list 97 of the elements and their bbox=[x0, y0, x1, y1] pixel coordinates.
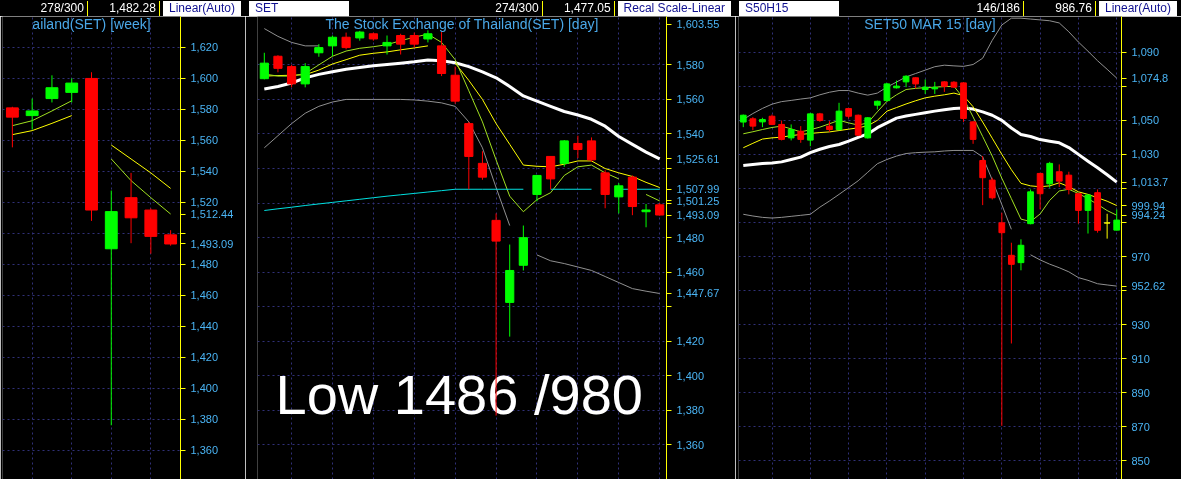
candlestick bbox=[864, 116, 872, 140]
text: 1,477.05 bbox=[542, 1, 615, 16]
y-tick-label: 1,460 bbox=[676, 266, 705, 279]
y-tick-label: 1,400 bbox=[190, 382, 219, 395]
chart-title: SET50 MAR 15 [day] bbox=[864, 15, 996, 32]
candlestick bbox=[1084, 193, 1092, 235]
candlestick bbox=[124, 172, 138, 244]
y-tick-label: 994.24 bbox=[1131, 209, 1166, 222]
candlestick bbox=[1113, 208, 1121, 231]
y-tick-label: 1,480 bbox=[676, 231, 705, 244]
y-tick-label: 1,420 bbox=[676, 335, 705, 348]
y-tick-label: 1,600 bbox=[190, 72, 219, 85]
candlestick bbox=[559, 139, 569, 168]
y-tick-label: 1,580 bbox=[190, 103, 219, 116]
candlestick bbox=[573, 135, 583, 159]
y-tick-label: 1,460 bbox=[190, 289, 219, 302]
y-tick-label: 1,493.09 bbox=[676, 209, 720, 222]
y-tick-label: 1,512.44 bbox=[190, 208, 234, 221]
y-tick-label: 970 bbox=[1131, 250, 1150, 263]
candlestick bbox=[45, 74, 59, 103]
candlestick bbox=[477, 150, 488, 181]
candlestick bbox=[300, 62, 310, 88]
candlestick bbox=[259, 52, 269, 80]
y-tick-label: 1,360 bbox=[676, 438, 705, 451]
y-tick-label: 1,480 bbox=[190, 258, 219, 271]
y-tick-label: 1,400 bbox=[676, 369, 705, 382]
y-tick-label: 930 bbox=[1131, 318, 1150, 331]
text: S50H15 bbox=[739, 1, 839, 16]
y-tick-label: 1,540 bbox=[676, 127, 705, 140]
y-tick-label: 1,520 bbox=[190, 196, 219, 209]
y-tick-label: 1,507.99 bbox=[676, 183, 720, 196]
chart-title: The Stock Exchange of Thailand(SET) [day] bbox=[325, 15, 599, 32]
candlestick bbox=[1065, 171, 1073, 195]
line-series bbox=[741, 106, 1119, 184]
text: Recal Scale-Linear bbox=[617, 1, 731, 16]
y-tick-label: 1,360 bbox=[190, 444, 219, 457]
candlestick bbox=[969, 120, 977, 145]
y-tick-label: 1,560 bbox=[676, 93, 705, 106]
text: SET bbox=[249, 1, 349, 16]
y-tick-label: 1,603.55 bbox=[676, 18, 720, 31]
candlestick bbox=[614, 182, 624, 214]
y-tick-label: 1,525.61 bbox=[676, 152, 720, 165]
text: 274/300 bbox=[470, 1, 543, 16]
y-tick-label: 890 bbox=[1131, 386, 1150, 399]
candlestick bbox=[979, 155, 987, 206]
candlestick bbox=[586, 136, 597, 163]
text: 986.76 bbox=[1023, 1, 1096, 16]
candlestick bbox=[396, 33, 406, 56]
text: 1,482.28 bbox=[87, 1, 160, 16]
candlestick bbox=[25, 98, 39, 131]
y-tick-label: 1,013.7 bbox=[1131, 176, 1169, 189]
y-tick-label: 1,380 bbox=[676, 404, 705, 417]
candlestick bbox=[5, 106, 19, 148]
candlestick bbox=[1017, 238, 1025, 271]
y-tick-label: 1,501.25 bbox=[676, 194, 720, 207]
y-tick-label: 870 bbox=[1131, 420, 1150, 433]
candlestick bbox=[532, 174, 542, 202]
candlestick bbox=[835, 102, 843, 132]
y-tick-label: 1,580 bbox=[676, 58, 705, 71]
candlestick bbox=[382, 35, 392, 56]
y-tick-label: 1,440 bbox=[190, 320, 219, 333]
candlestick bbox=[1046, 161, 1054, 189]
y-tick-label: 1,420 bbox=[190, 351, 219, 364]
y-tick-label: 1,560 bbox=[190, 134, 219, 147]
y-tick-label: 910 bbox=[1131, 352, 1150, 365]
y-tick-label: 999.94 bbox=[1131, 199, 1166, 212]
candlestick bbox=[1075, 192, 1082, 225]
y-tick-label: 1,447.67 bbox=[676, 287, 720, 300]
y-tick-label: 1,030 bbox=[1131, 148, 1160, 161]
chart-title: ailand(SET) [week] bbox=[32, 15, 151, 32]
y-tick-label: 1,620 bbox=[190, 41, 219, 54]
candlestick bbox=[1008, 242, 1015, 344]
candlestick bbox=[998, 212, 1006, 427]
candlestick bbox=[546, 155, 556, 190]
candlestick bbox=[641, 203, 651, 228]
y-tick-label: 1,540 bbox=[190, 165, 219, 178]
candlestick bbox=[1055, 163, 1063, 188]
y-tick-label: 1,380 bbox=[190, 413, 219, 426]
y-tick-label: 1,493.09 bbox=[190, 237, 234, 250]
text: 146/186 bbox=[951, 1, 1024, 16]
text: 278/300 bbox=[15, 1, 88, 16]
y-tick-label: 952.62 bbox=[1131, 280, 1166, 293]
candlestick bbox=[314, 43, 324, 58]
text: Linear(Auto) bbox=[1098, 1, 1177, 16]
candlestick bbox=[1103, 213, 1111, 240]
y-tick-label: 850 bbox=[1131, 454, 1150, 467]
line-series bbox=[262, 58, 662, 161]
candlestick bbox=[1036, 172, 1044, 210]
y-tick-label: 1,050 bbox=[1131, 114, 1160, 127]
y-tick-label: 1,090 bbox=[1131, 46, 1160, 59]
candlestick bbox=[600, 169, 610, 209]
candlestick bbox=[988, 177, 996, 200]
y-tick-label: 1,074.8 bbox=[1131, 72, 1169, 85]
text: Linear(Auto) bbox=[162, 1, 241, 16]
candlestick bbox=[327, 35, 338, 57]
candlestick bbox=[65, 77, 79, 103]
candlestick bbox=[286, 64, 297, 88]
